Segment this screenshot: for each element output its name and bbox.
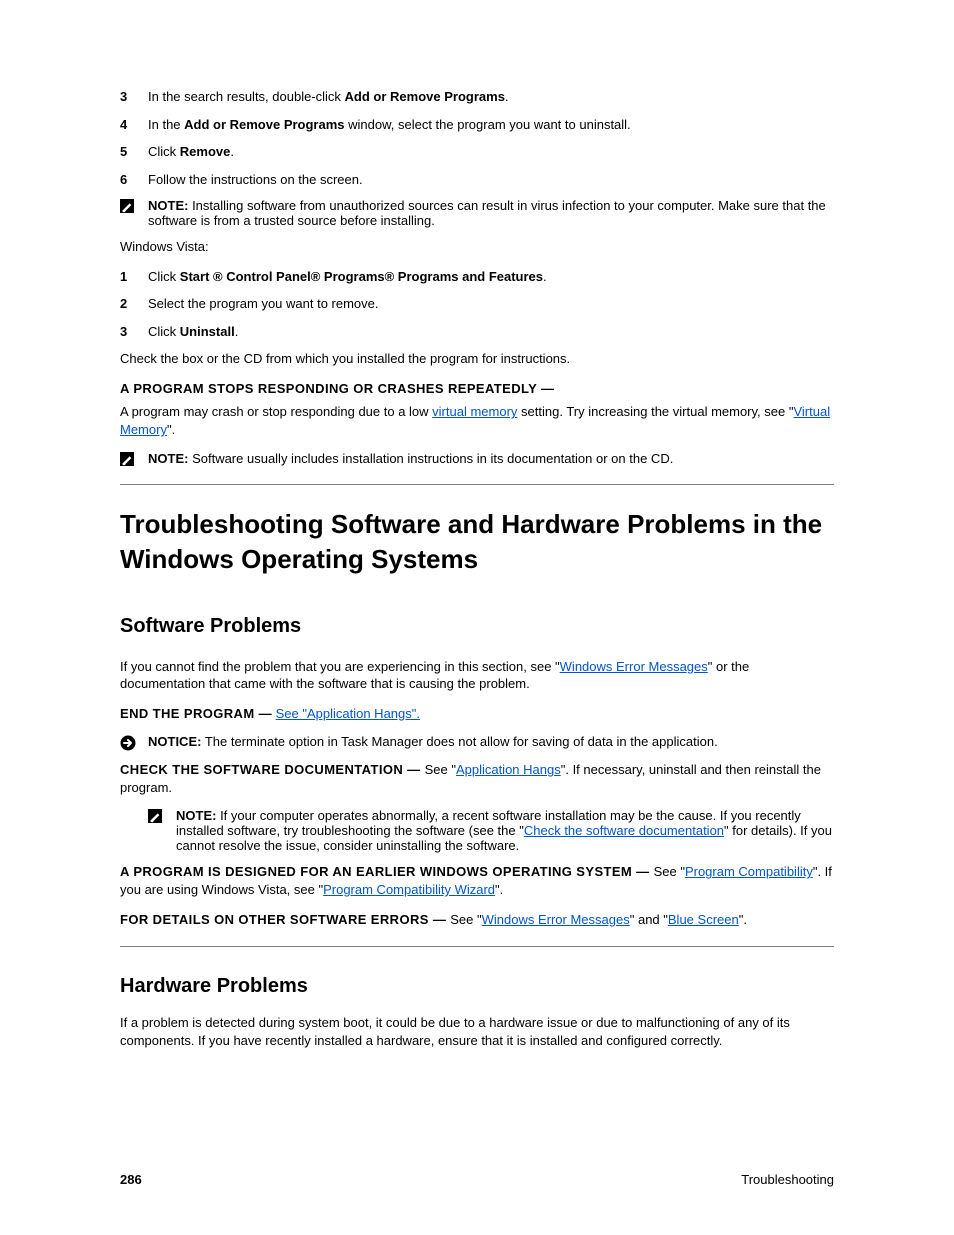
list-item: 3 Click Uninstall. bbox=[120, 323, 834, 341]
note: NOTE: Installing software from unauthori… bbox=[120, 198, 834, 228]
list-number: 3 bbox=[120, 323, 148, 341]
end-program: End the program — See "Application Hangs… bbox=[120, 705, 834, 723]
designed-for: A program is designed for an earlier Win… bbox=[120, 863, 834, 898]
note-icon bbox=[120, 451, 148, 466]
arrow-icon bbox=[120, 734, 148, 751]
footer-title: Troubleshooting bbox=[741, 1172, 834, 1187]
page-footer: 286 Troubleshooting bbox=[120, 1172, 834, 1187]
note: NOTE: If your computer operates abnormal… bbox=[148, 808, 834, 853]
note-text: NOTE: Software usually includes installa… bbox=[148, 451, 834, 466]
link-blue-screen[interactable]: Blue Screen bbox=[668, 912, 739, 927]
link-virtual-memory[interactable]: virtual memory bbox=[432, 404, 517, 419]
note-text: NOTE: Installing software from unauthori… bbox=[148, 198, 834, 228]
section-title: Troubleshooting Software and Hardware Pr… bbox=[120, 507, 834, 577]
link-compat-wizard[interactable]: Program Compatibility Wizard bbox=[323, 882, 495, 897]
software-body: If you cannot find the problem that you … bbox=[120, 658, 834, 693]
link-application-hangs[interactable]: See "Application Hangs". bbox=[276, 706, 420, 721]
list-text: In the Add or Remove Programs window, se… bbox=[148, 116, 834, 134]
page-number: 286 bbox=[120, 1172, 142, 1187]
notice: NOTICE: The terminate option in Task Man… bbox=[120, 734, 834, 751]
list-text: Click Start ® Control Panel® Programs® P… bbox=[148, 268, 834, 286]
note: NOTE: Software usually includes installa… bbox=[120, 451, 834, 466]
list-text: Select the program you want to remove. bbox=[148, 295, 834, 313]
list-item: 1 Click Start ® Control Panel® Programs®… bbox=[120, 268, 834, 286]
note-icon bbox=[120, 198, 148, 228]
list-number: 2 bbox=[120, 295, 148, 313]
list-text: In the search results, double-click Add … bbox=[148, 88, 834, 106]
subsection-hardware: Hardware Problems bbox=[120, 973, 834, 1000]
note-text: NOTE: If your computer operates abnormal… bbox=[176, 808, 834, 853]
note-icon bbox=[148, 808, 176, 853]
list-item: 2 Select the program you want to remove. bbox=[120, 295, 834, 313]
link-error-messages[interactable]: Windows Error Messages bbox=[560, 659, 708, 674]
list-number: 1 bbox=[120, 268, 148, 286]
vista-trailing: Check the box or the CD from which you i… bbox=[120, 350, 834, 368]
list-item: 5 Click Remove. bbox=[120, 143, 834, 161]
subsection-software: Software Problems bbox=[120, 613, 834, 640]
check-docs: Check the software documentation — See "… bbox=[120, 761, 834, 796]
hardware-body: If a problem is detected during system b… bbox=[120, 1014, 834, 1049]
list-item: 4 In the Add or Remove Programs window, … bbox=[120, 116, 834, 134]
list-number: 4 bbox=[120, 116, 148, 134]
link-compat[interactable]: Program Compatibility bbox=[685, 864, 813, 879]
list-text: Click Uninstall. bbox=[148, 323, 834, 341]
top-ordered-list: 3 In the search results, double-click Ad… bbox=[120, 88, 834, 188]
link-error-messages-2[interactable]: Windows Error Messages bbox=[482, 912, 630, 927]
list-item: 6 Follow the instructions on the screen. bbox=[120, 171, 834, 189]
link-check-docs[interactable]: Check the software documentation bbox=[524, 823, 724, 838]
list-item: 3 In the search results, double-click Ad… bbox=[120, 88, 834, 106]
separator bbox=[120, 946, 834, 947]
page: 3 In the search results, double-click Ad… bbox=[0, 0, 954, 1235]
separator bbox=[120, 484, 834, 485]
link-application-hangs-2[interactable]: Application Hangs bbox=[456, 762, 561, 777]
unresponsive-body: A program may crash or stop responding d… bbox=[120, 403, 834, 438]
list-number: 6 bbox=[120, 171, 148, 189]
vista-intro: Windows Vista: bbox=[120, 238, 834, 256]
related-errors: For details on other software errors — S… bbox=[120, 911, 834, 929]
vista-list: 1 Click Start ® Control Panel® Programs®… bbox=[120, 268, 834, 341]
list-number: 3 bbox=[120, 88, 148, 106]
notice-text: NOTICE: The terminate option in Task Man… bbox=[148, 734, 834, 751]
list-text: Follow the instructions on the screen. bbox=[148, 171, 834, 189]
list-number: 5 bbox=[120, 143, 148, 161]
unresponsive-head: A program stops responding or crashes re… bbox=[120, 380, 834, 398]
list-text: Click Remove. bbox=[148, 143, 834, 161]
